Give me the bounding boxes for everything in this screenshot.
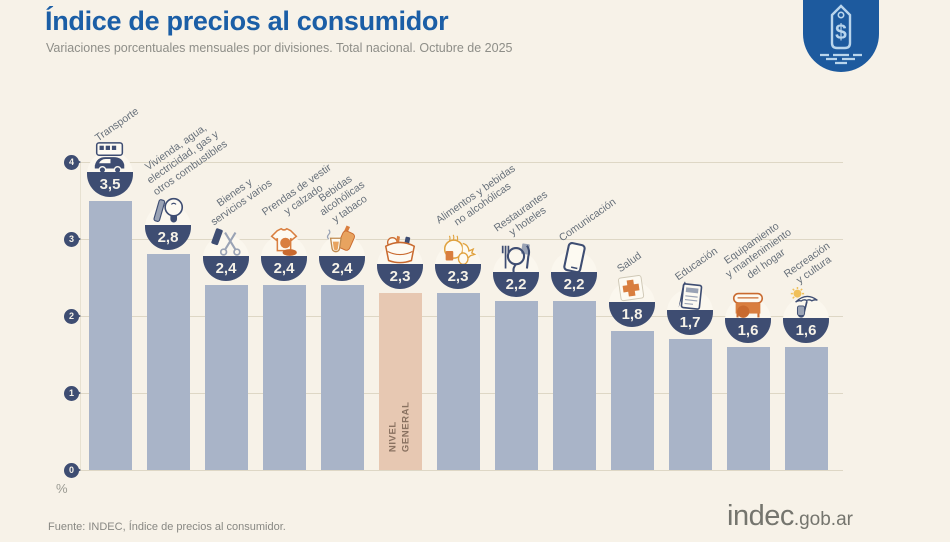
bar-2 [204,285,248,470]
bar-10 [668,339,712,470]
bar-7 [494,300,538,470]
gridline-3 [78,239,843,240]
category-badge-8: 2,2 [551,235,597,297]
value-bowl: 3,5 [87,171,133,197]
page-title: Índice de precios al consumidor [45,6,449,36]
page-subtitle: Variaciones porcentuales mensuales por d… [46,41,513,55]
y-tick-4: 4 [64,154,81,170]
source-note: Fuente: INDEC, Índice de precios al cons… [48,521,286,533]
category-badge-5: 2,3 [377,227,423,289]
category-badge-12: 1,6 [783,281,829,343]
tshirt-shoe-icon [265,224,303,262]
indec-logo: indec .gob.ar [727,500,853,533]
price-tag-icon: $ [820,4,862,65]
value-bowl: 1,6 [725,317,771,343]
highlight-bar-label-text: NIVEL GENERAL [387,401,411,453]
lightbulb-tools-icon [149,193,187,231]
value-bowl: 2,2 [551,271,597,297]
value-bowl: 2,2 [493,271,539,297]
highlight-bar-label: NIVEL GENERAL [379,396,422,458]
value-bowl: 2,3 [377,263,423,289]
bar-3 [262,285,306,470]
value-bowl: 2,3 [435,263,481,289]
category-badge-11: 1,6 [725,281,771,343]
bar-12 [784,346,828,470]
cutlery-plate-icon [497,240,535,278]
y-tick-3: 3 [64,231,81,247]
category-badge-1: 2,8 [145,188,191,251]
price-tag-badge: $ [803,0,879,72]
scissors-grooming-icon [207,224,245,262]
y-axis-unit: % [56,481,68,496]
value-bowl: 2,4 [261,256,307,282]
bar-6 [436,292,480,470]
gridline-4 [78,162,843,163]
value-bowl: 1,6 [783,317,829,343]
gridline-0 [78,470,843,471]
category-badge-10: 1,7 [667,273,713,336]
smartphone-icon [555,240,593,278]
value-bowl: 2,4 [203,256,249,282]
bar-8 [552,300,596,470]
umbrella-sun-icon [787,286,825,324]
svg-text:$: $ [835,21,847,44]
category-badge-7: 2,2 [493,235,539,297]
value-bowl: 1,8 [609,302,655,328]
drinks-tobacco-icon [323,224,361,262]
category-badge-6: 2,3 [435,227,481,289]
bar-0 [88,200,132,470]
category-badge-4: 2,4 [319,219,365,282]
category-badge-0: 3,5 [87,135,133,197]
bar-11 [726,346,770,470]
category-badge-2: 2,4 [203,219,249,282]
category-badge-9: 1,8 [609,265,655,328]
y-tick-0: 0 [64,462,81,478]
appliance-icon [729,286,767,324]
category-badge-3: 2,4 [261,219,307,282]
shopping-basket-icon [381,232,419,270]
y-tick-1: 1 [64,385,81,401]
bar-9 [610,331,654,470]
bus-car-icon [91,140,129,178]
indec-logo-suffix: .gob.ar [793,509,853,530]
y-tick-2: 2 [64,308,81,324]
value-bowl: 2,4 [319,256,365,282]
bar-4 [320,285,364,470]
medical-cross-icon [613,270,651,308]
notebook-pencil-icon [671,278,709,316]
indec-logo-main: indec [727,500,794,532]
value-bowl: 2,8 [145,225,191,251]
bar-1 [146,254,190,470]
bar-5 [378,292,422,470]
poultry-food-icon [439,232,477,270]
value-bowl: 1,7 [667,310,713,336]
category-label-1: Vivienda, agua, electricidad, gas y otros … [142,122,230,199]
